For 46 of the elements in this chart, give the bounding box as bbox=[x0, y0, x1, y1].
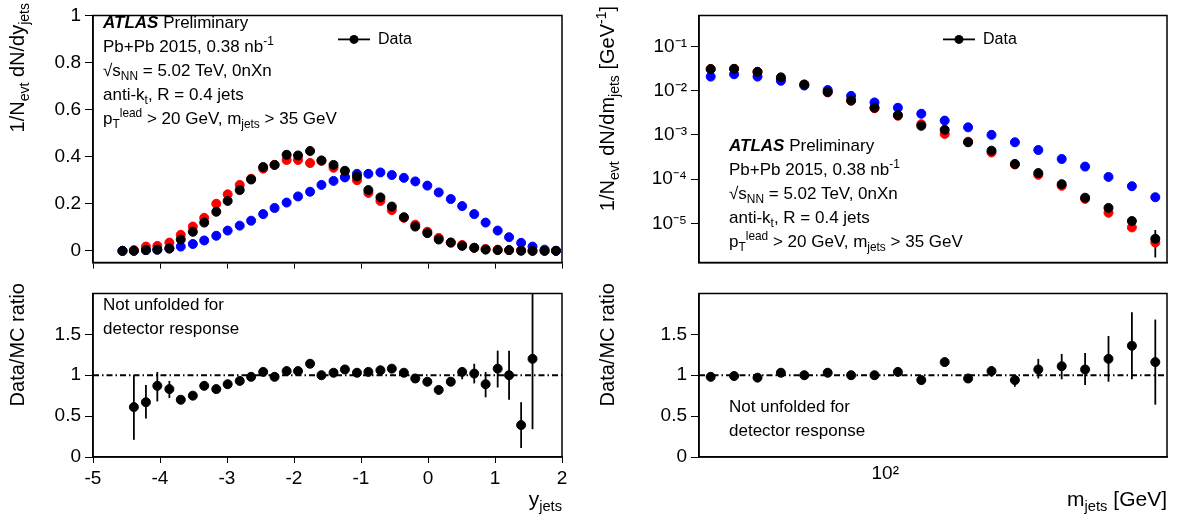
annotation: p$_{T}$$^{lead}$ > 20 GeV, m$_{jets}$ > 35 GeV bbox=[729, 229, 963, 255]
x-tick-label: -5 bbox=[84, 466, 102, 488]
y-tick-label: 1 bbox=[70, 3, 81, 25]
x-tick-label: 1 bbox=[489, 466, 501, 488]
y-tick-label: 10⁻⁵ bbox=[651, 211, 687, 233]
y-axis-title: Data/MC ratio bbox=[595, 283, 619, 409]
x-tick-label: 2 bbox=[556, 466, 568, 488]
annotation: ATLAS Preliminary bbox=[103, 13, 249, 32]
y-tick-label: 0.4 bbox=[54, 144, 82, 166]
y-tick-label: 10⁻³ bbox=[653, 123, 687, 145]
x-axis-title: m$_{jets}$ [GeV] bbox=[1067, 487, 1167, 515]
annotation: Pb+Pb 2015, 0.38 nb$^{-1}$ bbox=[103, 34, 275, 58]
y-tick-label: 0.5 bbox=[660, 404, 687, 426]
x-tick-label: -2 bbox=[285, 466, 303, 488]
legend-label: Data bbox=[983, 29, 1017, 47]
annotation: ATLAS Preliminary bbox=[729, 136, 875, 155]
annotation: p$_{T}$$^{lead}$ > 20 GeV, m$_{jets}$ > 35 GeV bbox=[103, 106, 337, 132]
y-tick-label: 1 bbox=[676, 363, 687, 385]
y-tick-label: 0.6 bbox=[54, 97, 81, 119]
x-tick-label: -1 bbox=[352, 466, 370, 488]
y-tick-label: 0.2 bbox=[54, 191, 81, 213]
x-tick-label: -3 bbox=[218, 466, 236, 488]
y-tick-label: 0.8 bbox=[54, 50, 81, 72]
annotation: Not unfolded for detector response bbox=[103, 294, 240, 340]
x-axis-title: y$_{jets}$ bbox=[528, 487, 562, 515]
text: 10² bbox=[871, 462, 899, 484]
y-tick-label: 0 bbox=[70, 239, 81, 261]
y-tick-label: 10⁻¹ bbox=[653, 34, 687, 56]
x-tick-label: 0 bbox=[422, 466, 434, 488]
y-tick-label: 10⁻² bbox=[653, 78, 687, 100]
y-tick-label: 1.5 bbox=[660, 322, 687, 344]
y-tick-label: 0 bbox=[70, 445, 81, 467]
annotation: √s$_{NN}$ = 5.02 TeV, 0nXn bbox=[103, 60, 273, 84]
annotation: Pb+Pb 2015, 0.38 nb$^{-1}$ bbox=[729, 157, 901, 181]
y-tick-label: 0.5 bbox=[54, 404, 81, 426]
y-tick-label: 0 bbox=[676, 445, 687, 467]
y-tick-label: 10⁻⁴ bbox=[651, 167, 687, 189]
annotation: anti-k$_{t}$, R = 0.4 jets bbox=[103, 84, 245, 108]
x-tick-label: -4 bbox=[151, 466, 169, 488]
annotation: anti-k$_{t}$, R = 0.4 jets bbox=[729, 207, 871, 231]
y-tick-label: 1.5 bbox=[54, 322, 81, 344]
annotation: Not unfolded for detector response bbox=[729, 396, 866, 442]
y-axis-title: Data/MC ratio bbox=[5, 283, 29, 409]
annotation: √s$_{NN}$ = 5.02 TeV, 0nXn bbox=[729, 183, 899, 207]
y-tick-label: 1 bbox=[70, 363, 81, 385]
legend-label: Data bbox=[378, 29, 412, 47]
